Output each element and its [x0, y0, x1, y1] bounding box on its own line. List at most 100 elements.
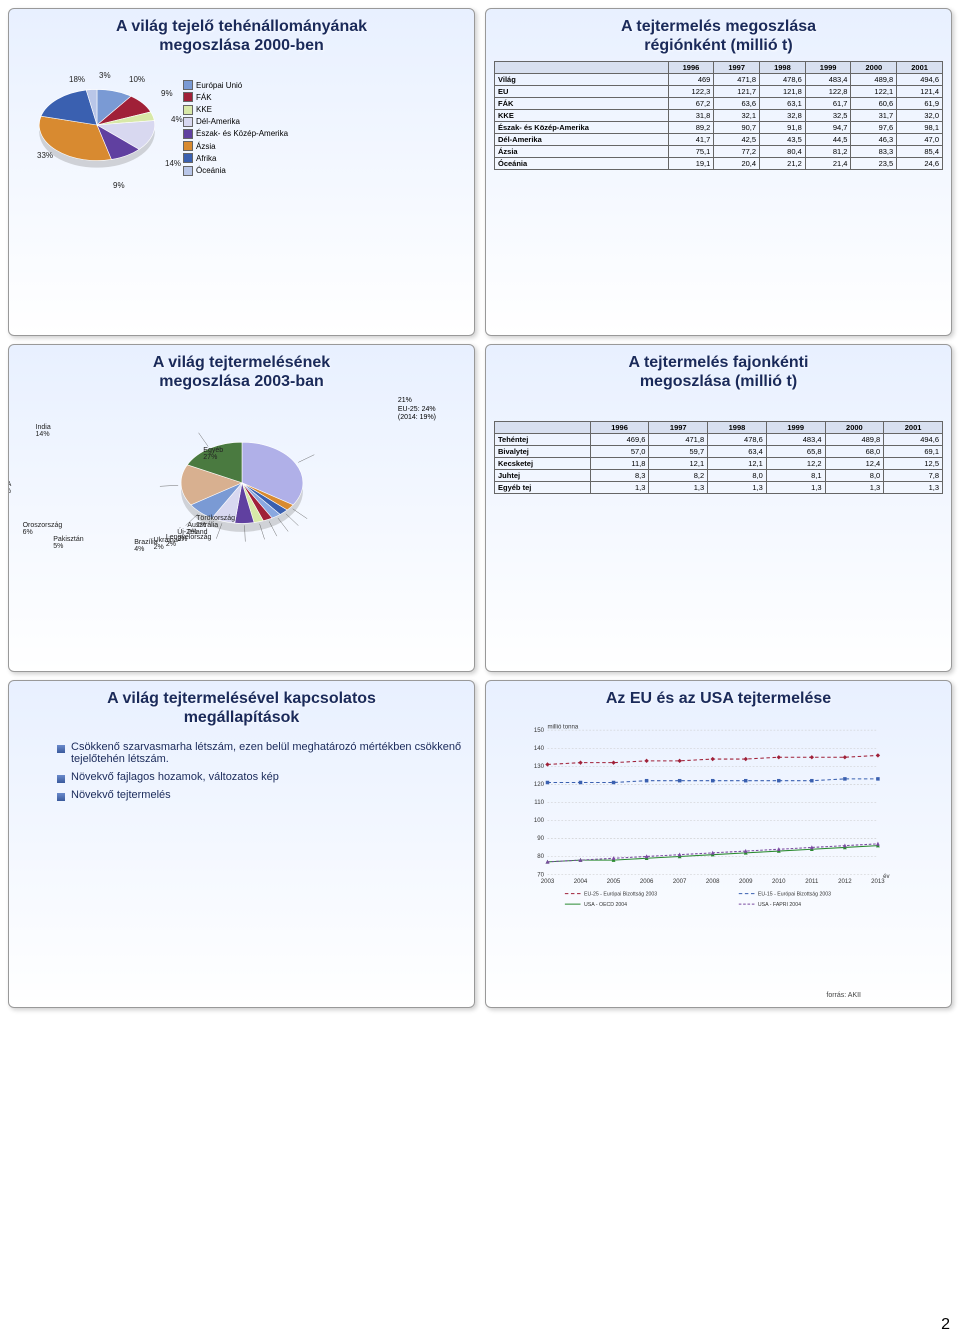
- table-cell: 12,1: [708, 458, 767, 470]
- slide4-table: 199619971998199920002001Tehéntej469,6471…: [494, 421, 943, 494]
- table-cell: 121,4: [897, 86, 943, 98]
- table-cell: 32,0: [897, 110, 943, 122]
- table-cell: 23,5: [851, 158, 897, 170]
- slide1-title-l1: A világ tejelő tehénállományának: [116, 18, 367, 35]
- legend-swatch: [183, 117, 193, 127]
- row-name: EU: [495, 86, 669, 98]
- slide4-title: A tejtermelés fajonkénti megoszlása (mil…: [494, 353, 943, 391]
- slide6-source: forrás: AKII: [826, 992, 861, 999]
- chart-marker: [546, 781, 549, 784]
- slide-6-line-chart: Az EU és az USA tejtermelése millió tonn…: [485, 680, 952, 1008]
- table-header: 2001: [897, 62, 943, 74]
- chart-marker: [612, 781, 615, 784]
- slide-2-table-regions: A tejtermelés megoszlása régiónként (mil…: [485, 8, 952, 336]
- row-name: KKE: [495, 110, 669, 122]
- svg-text:80: 80: [537, 853, 544, 860]
- table-cell: 81,2: [805, 146, 851, 158]
- svg-text:2005: 2005: [607, 878, 621, 885]
- chart-marker: [645, 779, 648, 782]
- table-header: 1996: [668, 62, 714, 74]
- chart-marker: [843, 755, 847, 759]
- svg-text:év: év: [883, 873, 890, 880]
- row-name: Dél-Amerika: [495, 134, 669, 146]
- table-cell: 32,8: [760, 110, 806, 122]
- slide1-title: A világ tejelő tehénállományának megoszl…: [17, 17, 466, 55]
- row-name: Tehéntej: [495, 434, 591, 446]
- slide-3-pie-2003: A világ tejtermelésének megoszlása 2003-…: [8, 344, 475, 672]
- legend-label: Óceánia: [196, 165, 226, 176]
- slide6-title: Az EU és az USA tejtermelése: [494, 689, 943, 708]
- table-cell: 12,1: [649, 458, 708, 470]
- table-cell: 67,2: [668, 98, 714, 110]
- svg-text:150: 150: [534, 727, 545, 734]
- bullet-item: Növekvő tejtermelés: [57, 789, 466, 801]
- table-header: 1999: [766, 422, 825, 434]
- svg-text:90: 90: [537, 835, 544, 842]
- table-cell: 478,6: [708, 434, 767, 446]
- legend-swatch: [183, 92, 193, 102]
- table-cell: 12,2: [766, 458, 825, 470]
- table-cell: 32,5: [805, 110, 851, 122]
- table-cell: 80,4: [760, 146, 806, 158]
- legend-label: USA - FAPRI 2004: [758, 902, 801, 908]
- table-cell: 8,1: [766, 470, 825, 482]
- legend-item: FÁK: [183, 92, 288, 103]
- table-cell: 8,0: [708, 470, 767, 482]
- pie-slice-label: USA13%: [8, 481, 11, 495]
- svg-text:2008: 2008: [706, 878, 720, 885]
- legend-label: USA - OECD 2004: [584, 902, 627, 908]
- legend-item: Észak- és Közép-Amerika: [183, 128, 288, 139]
- chart-marker: [810, 755, 814, 759]
- slide5-title-l1: A világ tejtermelésével kapcsolatos: [107, 690, 376, 707]
- chart-marker: [644, 759, 648, 763]
- table-cell: 12,5: [884, 458, 943, 470]
- legend-label: EU-25 - Európai Bizottság 2003: [584, 892, 657, 898]
- table-row: Óceánia19,120,421,221,423,524,6: [495, 158, 943, 170]
- svg-text:110: 110: [534, 799, 544, 806]
- legend-swatch: [183, 141, 193, 151]
- table-cell: 77,2: [714, 146, 760, 158]
- table-cell: 98,1: [897, 122, 943, 134]
- table-row: Észak- és Közép-Amerika89,290,791,894,79…: [495, 122, 943, 134]
- legend-item: Ázsia: [183, 141, 288, 152]
- bullet-item: Csökkenő szarvasmarha létszám, ezen belü…: [57, 741, 466, 765]
- table-row: Ázsia75,177,280,481,283,385,4: [495, 146, 943, 158]
- table-header: 1998: [760, 62, 806, 74]
- pie-slice-label: Egyéb27%: [203, 447, 223, 461]
- slide1-pie-chart: [17, 65, 177, 185]
- row-name: Észak- és Közép-Amerika: [495, 122, 669, 134]
- legend-swatch: [183, 166, 193, 176]
- table-cell: 32,1: [714, 110, 760, 122]
- svg-text:120: 120: [534, 781, 545, 788]
- table-cell: 489,8: [825, 434, 884, 446]
- table-row: Kecsketej11,812,112,112,212,412,5: [495, 458, 943, 470]
- legend-label: EU-15 - Európai Bizottság 2003: [758, 892, 831, 898]
- table-cell: 12,4: [825, 458, 884, 470]
- table-header: 1999: [805, 62, 851, 74]
- table-cell: 7,8: [884, 470, 943, 482]
- table-cell: 63,6: [714, 98, 760, 110]
- table-cell: 21,4: [805, 158, 851, 170]
- pie-slice-label: Pakisztán5%: [53, 536, 83, 550]
- table-row: FÁK67,263,663,161,760,661,9: [495, 98, 943, 110]
- table-cell: 21,2: [760, 158, 806, 170]
- slide3-title: A világ tejtermelésének megoszlása 2003-…: [17, 353, 466, 391]
- pie-slice-label: Brazília4%: [134, 539, 157, 553]
- table-cell: 57,0: [590, 446, 649, 458]
- table-cell: 63,4: [708, 446, 767, 458]
- slide2-title-l2: régiónként (millió t): [494, 36, 943, 55]
- table-cell: 122,8: [805, 86, 851, 98]
- bullet-item: Növekvő fajlagos hozamok, változatos kép: [57, 771, 466, 783]
- chart-marker: [545, 762, 549, 766]
- chart-marker: [744, 757, 748, 761]
- legend-item: KKE: [183, 104, 288, 115]
- chart-marker: [876, 777, 879, 780]
- table-cell: 1,3: [766, 482, 825, 494]
- table-cell: 478,6: [760, 74, 806, 86]
- pie-slice-label: Oroszország6%: [23, 522, 63, 536]
- chart-marker: [744, 779, 747, 782]
- legend-label: FÁK: [196, 92, 212, 103]
- table-cell: 94,7: [805, 122, 851, 134]
- chart-marker: [777, 779, 780, 782]
- svg-text:100: 100: [534, 817, 545, 824]
